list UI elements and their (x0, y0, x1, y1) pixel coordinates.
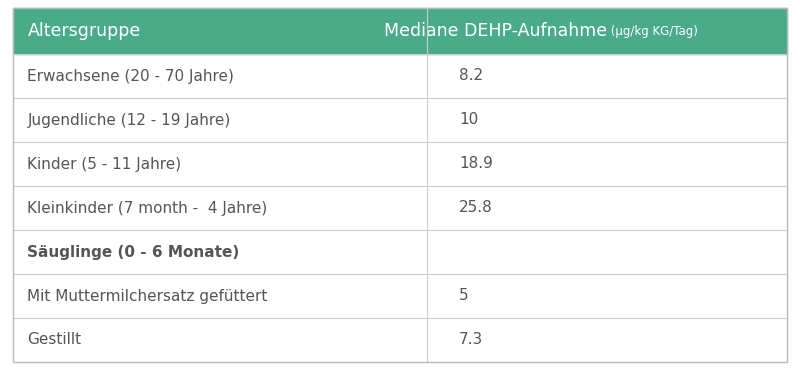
Text: 8.2: 8.2 (459, 68, 483, 84)
Bar (13, 318, 787, 362)
Text: Kinder (5 - 11 Jahre): Kinder (5 - 11 Jahre) (27, 157, 182, 172)
Text: Säuglinge (0 - 6 Monate): Säuglinge (0 - 6 Monate) (27, 245, 240, 259)
Text: 10: 10 (459, 112, 478, 128)
Text: Gestillt: Gestillt (27, 333, 82, 347)
Text: 25.8: 25.8 (459, 201, 493, 215)
Text: Erwachsene (20 - 70 Jahre): Erwachsene (20 - 70 Jahre) (27, 68, 234, 84)
Bar (13, 142, 787, 186)
Bar (13, 8, 787, 54)
Bar (13, 274, 787, 318)
Text: Mit Muttermilchersatz gefüttert: Mit Muttermilchersatz gefüttert (27, 289, 268, 303)
Text: 18.9: 18.9 (459, 157, 493, 172)
Text: Altersgruppe: Altersgruppe (27, 22, 141, 40)
Text: Jugendliche (12 - 19 Jahre): Jugendliche (12 - 19 Jahre) (27, 112, 230, 128)
Bar (13, 230, 787, 274)
Text: 5: 5 (459, 289, 469, 303)
Bar (13, 54, 787, 98)
Text: 7.3: 7.3 (459, 333, 483, 347)
Text: Mediane DEHP-Aufnahme: Mediane DEHP-Aufnahme (384, 22, 607, 40)
Text: Kleinkinder (7 month -  4 Jahre): Kleinkinder (7 month - 4 Jahre) (27, 201, 268, 215)
Bar (13, 186, 787, 230)
Bar (13, 98, 787, 142)
Text: (μg/kg KG/Tag): (μg/kg KG/Tag) (607, 24, 698, 37)
